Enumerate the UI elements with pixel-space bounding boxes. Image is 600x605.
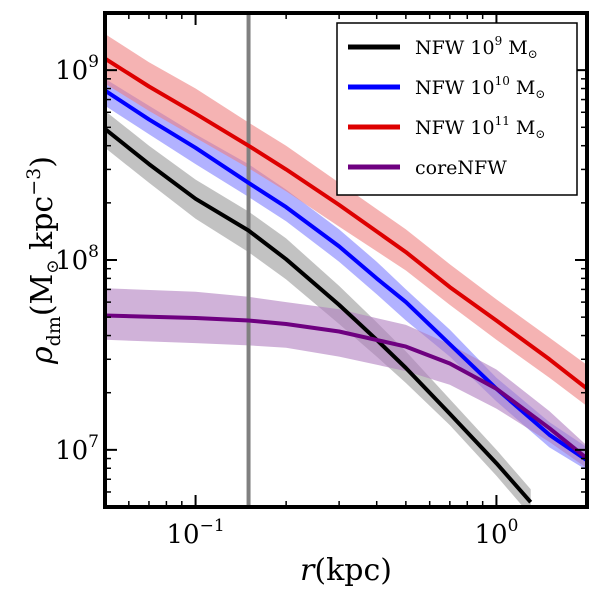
x-axis-symbol: r <box>300 553 316 588</box>
y-axis-unit-mid: kpc <box>25 196 60 260</box>
y-tick-label-0: 107 <box>55 432 99 466</box>
legend-label-1: NFW 1010 M⊙ <box>415 74 545 101</box>
legend-label-2: NFW 1011 M⊙ <box>415 114 545 141</box>
legend-label-0: NFW 109 M⊙ <box>415 34 538 61</box>
lines-layer <box>105 56 587 504</box>
plot-frame <box>103 11 589 509</box>
legend-entries: NFW 109 M⊙ NFW 1010 M⊙ NFW 1011 M⊙ coreNFW <box>348 34 545 179</box>
x-tick-label-1: 100 <box>474 516 518 550</box>
y-axis-unit-exp: −3 <box>23 168 45 196</box>
band-series-3 <box>105 288 587 469</box>
y-axis-label: ρdm(M⊙ kpc−3) <box>23 156 65 365</box>
legend-label-3: coreNFW <box>415 157 507 179</box>
y-axis-unit-sun: ⊙ <box>43 259 63 273</box>
y-axis-subscript: dm <box>43 316 65 346</box>
y-axis-symbol: ρ <box>25 346 60 365</box>
y-axis-unit-open: (M <box>25 274 60 316</box>
line-series-0 <box>105 127 533 504</box>
x-axis-unit: (kpc) <box>314 553 392 588</box>
line-series-3 <box>105 313 587 461</box>
legend: NFW 109 M⊙ NFW 1010 M⊙ NFW 1011 M⊙ coreNFW <box>336 22 578 196</box>
y-axis-label-group: ρdm(M⊙ kpc−3) <box>23 156 65 365</box>
x-tick-label-0: 10−1 <box>166 516 224 550</box>
band-series-2 <box>105 34 587 407</box>
tick-labels-layer: 10−1 100 107 108 109 <box>55 52 518 550</box>
y-tick-label-1: 108 <box>55 242 99 276</box>
x-axis-label: r(kpc) <box>300 553 392 588</box>
y-tick-label-2: 109 <box>55 52 99 86</box>
y-axis-unit-close: ) <box>25 156 60 168</box>
line-series-2 <box>105 56 587 391</box>
